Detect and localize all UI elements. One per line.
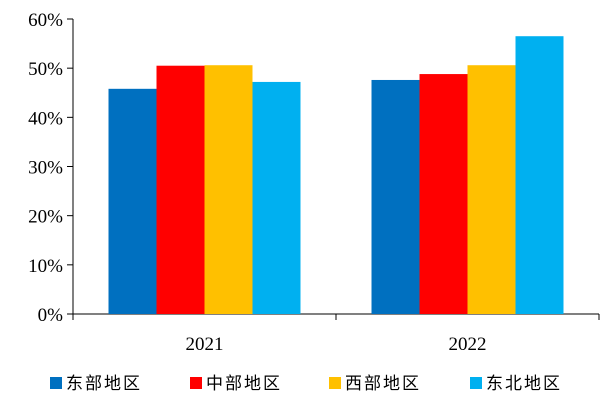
bar-2022-1 [371, 79, 420, 314]
legend-label: 东部地区 [66, 374, 142, 394]
x-axis: 2021 2022 [72, 313, 600, 355]
bar-2021-4 [252, 81, 301, 314]
x-tick-label: 2022 [449, 334, 487, 355]
y-tick-label: 50% [28, 59, 63, 80]
legend-swatch [50, 377, 62, 389]
bar-2021-1 [108, 88, 157, 314]
legend-label: 西部地区 [345, 374, 421, 394]
bars [108, 36, 564, 314]
bar-2022-4 [515, 36, 564, 314]
bar-2021-3 [204, 65, 253, 314]
legend-item-4: 东北地区 [470, 374, 562, 394]
legend-swatch [470, 377, 482, 389]
y-axis: 0% 10% 20% 30% 40% 50% 60% [28, 10, 74, 326]
y-tick-label: 30% [28, 158, 63, 179]
y-tick-label: 40% [28, 108, 63, 129]
legend-label: 中部地区 [206, 374, 282, 394]
legend-item-1: 东部地区 [50, 374, 142, 394]
bar-2022-2 [419, 74, 468, 314]
y-tick-label: 0% [38, 305, 64, 326]
legend: 东部地区 中部地区 西部地区 东北地区 [50, 374, 562, 394]
legend-item-2: 中部地区 [190, 374, 282, 394]
bar-2021-2 [156, 65, 205, 314]
legend-swatch [190, 377, 202, 389]
x-tick-label: 2021 [186, 334, 224, 355]
legend-label: 东北地区 [486, 374, 562, 394]
y-tick-label: 60% [28, 10, 63, 31]
legend-item-3: 西部地区 [329, 374, 421, 394]
legend-swatch [329, 377, 341, 389]
bar-2022-3 [467, 65, 516, 314]
y-tick-label: 20% [28, 207, 63, 228]
y-tick-label: 10% [28, 256, 63, 277]
